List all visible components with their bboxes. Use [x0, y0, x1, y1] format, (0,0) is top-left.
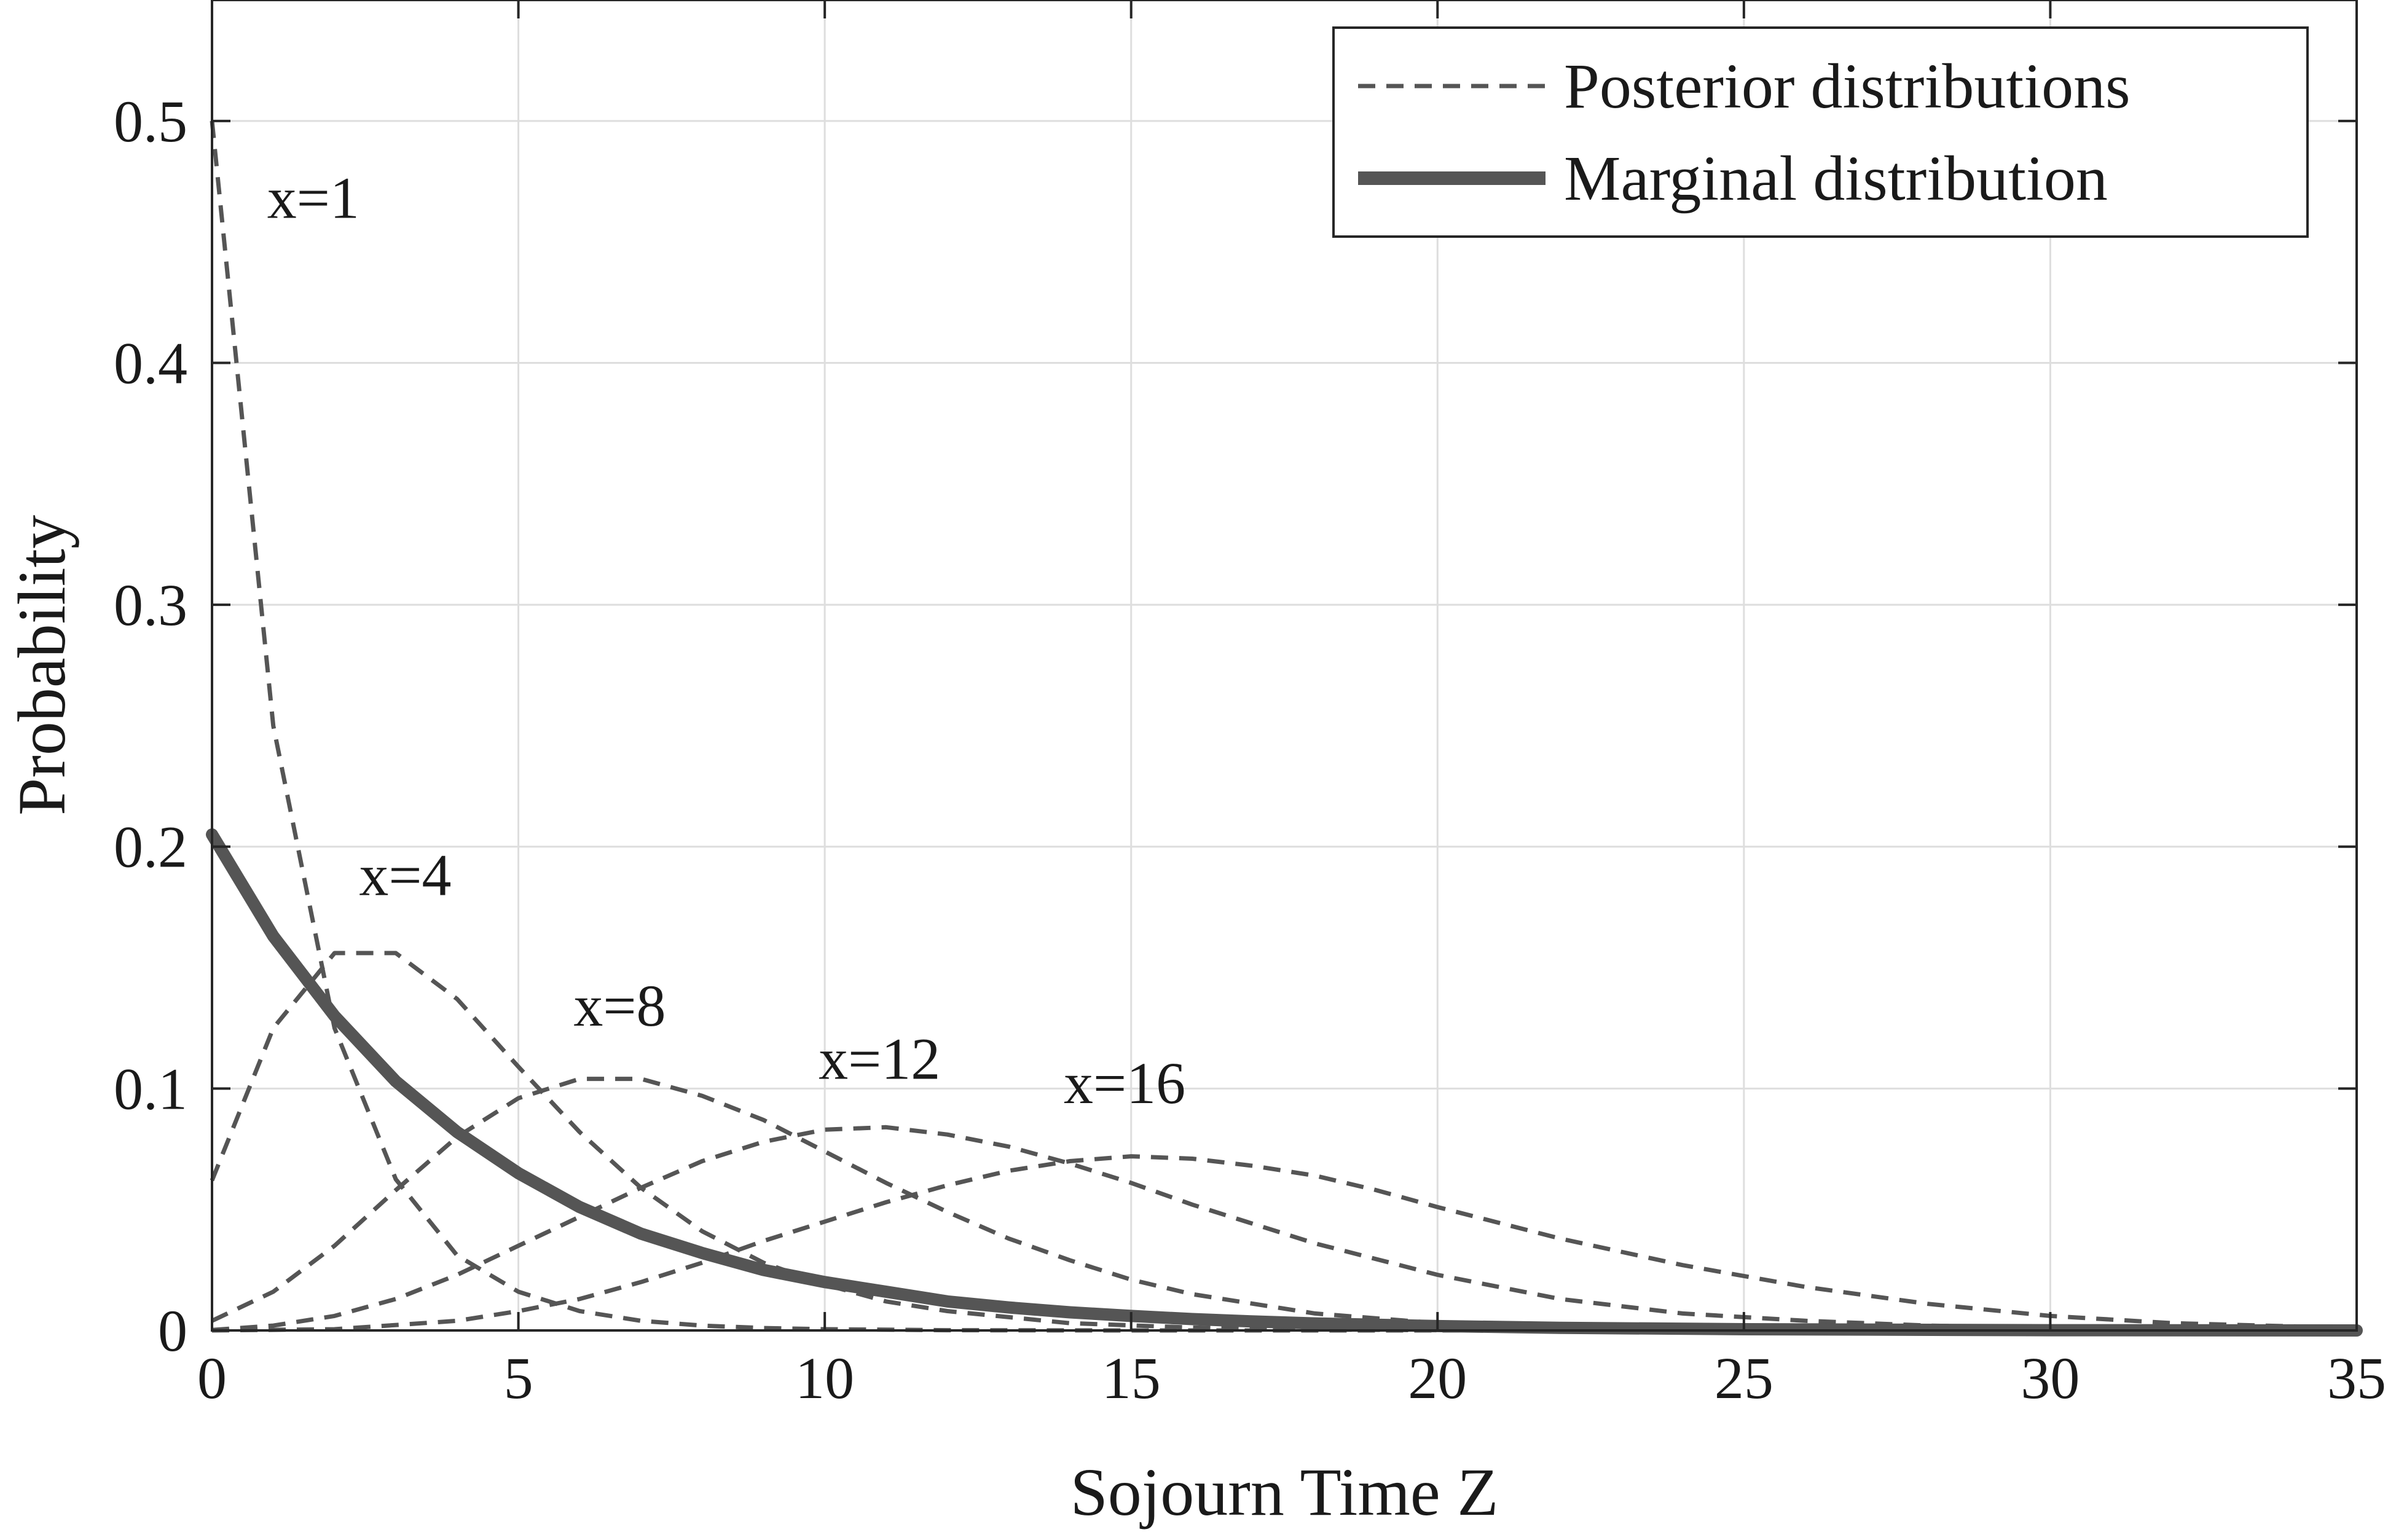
curve-label: x=12	[819, 1026, 940, 1092]
curve-label: x=8	[573, 973, 666, 1039]
x-tick-label: 30	[2021, 1345, 2080, 1411]
x-tick-label: 0	[197, 1345, 227, 1411]
series-line-posterior-4	[211, 1154, 2357, 1333]
x-tick-label: 20	[1408, 1345, 1467, 1411]
x-tick-label: 25	[1714, 1345, 1773, 1411]
x-tick-label: 10	[795, 1345, 854, 1411]
series-line-marginal	[206, 828, 2363, 1337]
curve-label: x=16	[1064, 1050, 1185, 1116]
y-tick-label: 0.2	[114, 814, 187, 880]
y-tick-label: 0.5	[114, 88, 187, 154]
curve-label: x=1	[267, 165, 359, 230]
x-axis-title: Sojourn Time Z	[1070, 1455, 1499, 1530]
plot-frame	[211, 0, 2358, 1332]
series-line-posterior-3	[211, 1125, 2357, 1333]
y-tick-label: 0.1	[114, 1056, 187, 1122]
y-axis-title: Probability	[4, 515, 79, 815]
x-tick-label: 35	[2327, 1345, 2386, 1411]
annotations: x=1 x=4 x=8 x=12 x=16	[267, 165, 1185, 1116]
x-tick-label: 15	[1102, 1345, 1161, 1411]
y-tick-label: 0.3	[114, 572, 187, 638]
legend: Posterior distributions Marginal distrib…	[1332, 26, 2309, 238]
legend-box	[1332, 26, 2309, 238]
legend-label-posterior: Posterior distributions	[1564, 51, 2131, 122]
axis-ticks: 0 5 10 15 20 25 30 35 0 0.1 0.2 0.3 0.4 0.5	[114, 0, 2386, 1411]
y-tick-label: 0.4	[114, 330, 187, 396]
x-tick-label: 5	[504, 1345, 533, 1411]
curve-label: x=4	[359, 842, 451, 908]
y-tick-label: 0	[158, 1298, 187, 1364]
legend-label-marginal: Marginal distribution	[1564, 143, 2108, 214]
